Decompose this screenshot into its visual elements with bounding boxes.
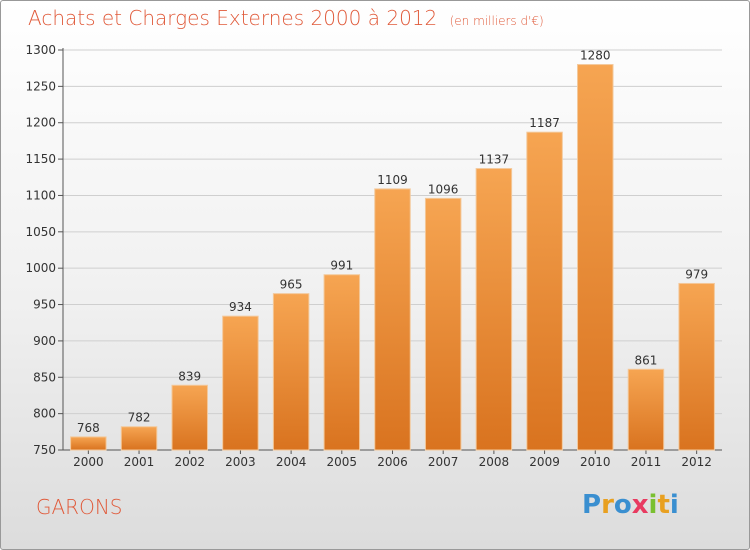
labels: 750 800 850 900 950 1000 1050 1100 1150 1200 1250 1… bbox=[25, 43, 711, 469]
data-label-2001: 782 bbox=[128, 411, 151, 425]
chart-subtitle: (en milliers d'€) bbox=[449, 14, 544, 28]
y-tick-label: 1300 bbox=[25, 43, 56, 57]
y-tick-label: 750 bbox=[33, 443, 56, 457]
x-tick-label-2008: 2008 bbox=[479, 455, 510, 469]
data-label-2012: 979 bbox=[685, 267, 708, 281]
y-tick-label: 1050 bbox=[25, 225, 56, 239]
bar-2011 bbox=[627, 368, 665, 451]
data-label-2002: 839 bbox=[178, 369, 201, 383]
data-label-2004: 965 bbox=[280, 278, 303, 292]
x-tick-label-2004: 2004 bbox=[276, 455, 307, 469]
logo-letter: o bbox=[613, 490, 632, 520]
bar-2006 bbox=[374, 188, 411, 451]
x-tick-label-2003: 2003 bbox=[225, 455, 256, 469]
data-label-2006: 1109 bbox=[377, 173, 408, 187]
x-tick-label-2005: 2005 bbox=[327, 455, 358, 469]
y-tick-label: 1000 bbox=[25, 261, 56, 275]
data-label-2003: 934 bbox=[229, 300, 252, 314]
y-tick-label: 1200 bbox=[25, 116, 56, 130]
x-tick-label-2011: 2011 bbox=[631, 455, 662, 469]
bars bbox=[70, 64, 715, 451]
y-tick-label: 1100 bbox=[25, 188, 56, 202]
data-label-2009: 1187 bbox=[529, 116, 560, 130]
bar-2007 bbox=[424, 197, 462, 451]
chart-title: Achats et Charges Externes 2000 à 2012 (… bbox=[28, 6, 544, 30]
x-tick-label-2006: 2006 bbox=[377, 455, 408, 469]
x-tick-label-2007: 2007 bbox=[428, 455, 459, 469]
logo-letter: t bbox=[657, 490, 670, 520]
y-tick-label: 1150 bbox=[25, 152, 56, 166]
data-label-2005: 991 bbox=[330, 259, 353, 273]
y-tick-label: 900 bbox=[33, 334, 56, 348]
data-label-2011: 861 bbox=[635, 353, 658, 367]
logo-letter: P bbox=[582, 490, 602, 520]
bar-2001 bbox=[120, 426, 158, 451]
bar-2008 bbox=[475, 168, 513, 451]
x-tick-label-2010: 2010 bbox=[580, 455, 611, 469]
data-label-2007: 1096 bbox=[428, 182, 459, 196]
y-tick-label: 800 bbox=[33, 407, 56, 421]
chart-title-text: Achats et Charges Externes 2000 à 2012 bbox=[28, 6, 438, 30]
bar-2010 bbox=[577, 64, 614, 451]
y-tick-label: 1250 bbox=[25, 79, 56, 93]
x-tick-label-2009: 2009 bbox=[529, 455, 560, 469]
data-label-2008: 1137 bbox=[479, 153, 510, 167]
x-tick-label-2002: 2002 bbox=[174, 455, 205, 469]
x-tick-label-2000: 2000 bbox=[73, 455, 104, 469]
bar-2004 bbox=[272, 293, 310, 451]
logo-letter: i bbox=[648, 490, 658, 520]
logo-letter: i bbox=[669, 490, 679, 520]
proxiti-logo[interactable]: Proxiti bbox=[582, 490, 679, 520]
commune-name: GARONS bbox=[36, 495, 123, 519]
x-tick-label-2012: 2012 bbox=[681, 455, 712, 469]
bar-2005 bbox=[323, 274, 361, 451]
bar-2002 bbox=[171, 384, 208, 451]
logo-letter: x bbox=[631, 490, 649, 520]
y-tick-label: 850 bbox=[33, 370, 56, 384]
y-tick-label: 950 bbox=[33, 298, 56, 312]
bar-2003 bbox=[222, 315, 259, 451]
data-label-2010: 1280 bbox=[580, 49, 611, 63]
data-label-2000: 768 bbox=[77, 421, 100, 435]
bar-2009 bbox=[526, 131, 563, 451]
bar-2012 bbox=[678, 282, 715, 451]
bar-2000 bbox=[70, 436, 107, 451]
logo-letter: r bbox=[601, 490, 614, 520]
x-tick-label-2001: 2001 bbox=[124, 455, 155, 469]
